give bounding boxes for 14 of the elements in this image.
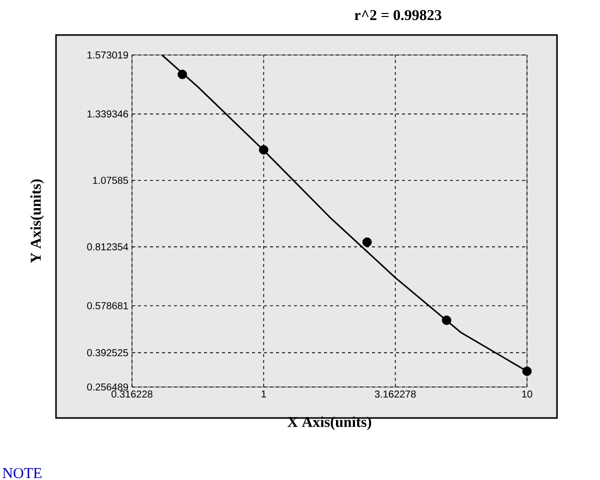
chart-title: r^2 = 0.99823 bbox=[354, 10, 442, 20]
y-tick-label: 0.812354 bbox=[87, 243, 128, 250]
y-tick-label: 1.339346 bbox=[88, 110, 128, 118]
y-tick-label: 1.07585 bbox=[93, 176, 128, 184]
y-tick-label: 0.392525 bbox=[87, 349, 128, 356]
x-tick-label: 1 bbox=[262, 390, 266, 398]
y-axis-title: Y Axis(units) bbox=[30, 179, 44, 264]
x-tick-label: 10 bbox=[522, 390, 532, 398]
y-tick-label: 0.578681 bbox=[87, 302, 128, 310]
x-tick-label: 0.316228 bbox=[112, 390, 152, 398]
text: NOTE bbox=[2, 468, 42, 478]
y-tick-label: 1.573019 bbox=[88, 51, 128, 59]
y-tick-label: 0.256489 bbox=[87, 383, 128, 391]
x-tick-label: 3.162278 bbox=[374, 390, 416, 398]
